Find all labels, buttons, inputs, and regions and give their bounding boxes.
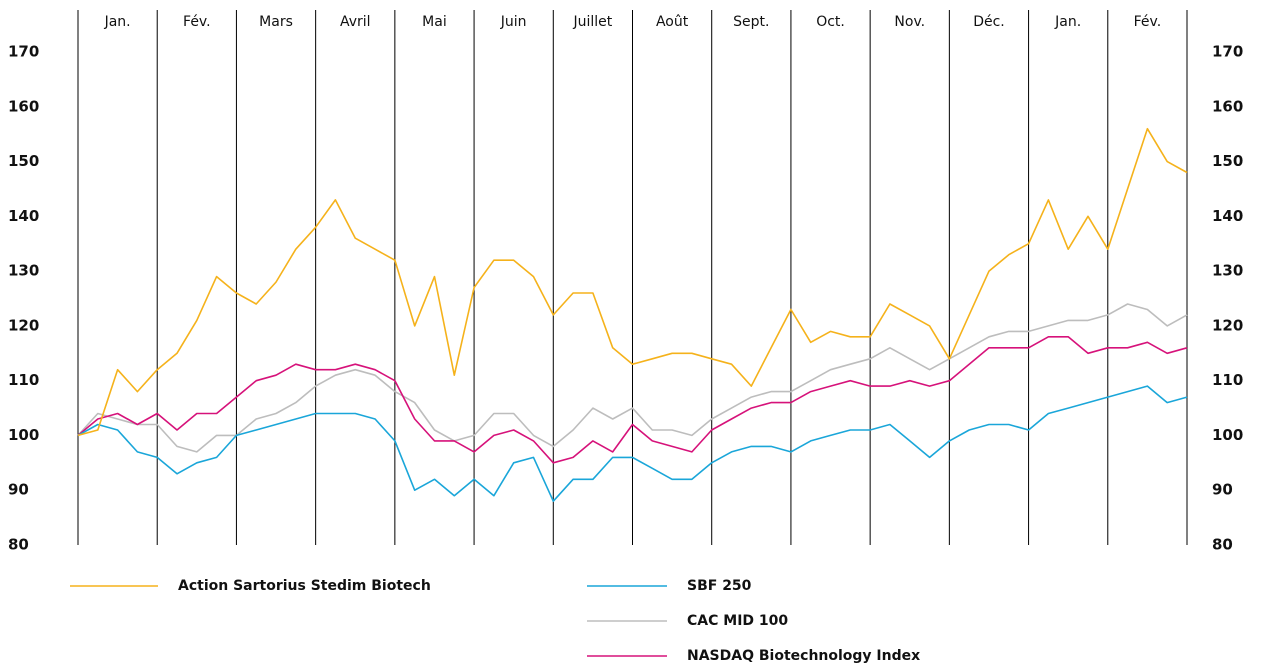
y-tick-label: 100 <box>8 426 39 444</box>
x-tick-label: Mars <box>259 14 293 30</box>
legend-label: Action Sartorius Stedim Biotech <box>178 578 431 594</box>
x-tick-label: Oct. <box>816 14 845 30</box>
y-tick-label-right: 130 <box>1212 262 1243 280</box>
y-tick-label-right: 80 <box>1212 536 1233 554</box>
x-tick-label: Jan. <box>1054 14 1081 30</box>
y-tick-label-right: 170 <box>1212 43 1243 61</box>
y-tick-label: 120 <box>8 316 39 334</box>
y-tick-label: 160 <box>8 97 39 115</box>
series-line <box>77 336 1188 464</box>
legend-label: CAC MID 100 <box>687 613 788 629</box>
y-tick-label-right: 90 <box>1212 481 1233 499</box>
y-tick-label-right: 110 <box>1212 371 1243 389</box>
y-tick-label: 110 <box>8 371 39 389</box>
x-tick-label: Fév. <box>1134 14 1162 30</box>
legend-label: NASDAQ Biotechnology Index <box>687 648 920 664</box>
y-tick-label-right: 140 <box>1212 207 1243 225</box>
x-tick-label: Fév. <box>183 14 211 30</box>
y-tick-label: 170 <box>8 43 39 61</box>
x-tick-label: Nov. <box>894 14 925 30</box>
y-tick-label: 90 <box>8 481 29 499</box>
y-tick-label: 150 <box>8 152 39 170</box>
y-tick-label: 130 <box>8 262 39 280</box>
y-tick-label-right: 150 <box>1212 152 1243 170</box>
series-line <box>77 303 1188 453</box>
series-line <box>77 385 1188 502</box>
x-tick-label: Juin <box>500 14 527 30</box>
x-tick-label: Août <box>656 14 689 30</box>
legend-label: SBF 250 <box>687 578 752 594</box>
x-tick-label: Sept. <box>733 14 769 30</box>
x-tick-label: Avril <box>340 14 371 30</box>
x-tick-label: Juillet <box>573 14 613 30</box>
y-tick-label-right: 120 <box>1212 316 1243 334</box>
y-tick-label: 140 <box>8 207 39 225</box>
x-tick-label: Jan. <box>104 14 131 30</box>
y-tick-label-right: 160 <box>1212 97 1243 115</box>
y-tick-label-right: 100 <box>1212 426 1243 444</box>
series-line <box>77 127 1188 437</box>
x-tick-label: Mai <box>422 14 447 30</box>
x-tick-label: Déc. <box>973 14 1005 30</box>
y-tick-label: 80 <box>8 536 29 554</box>
